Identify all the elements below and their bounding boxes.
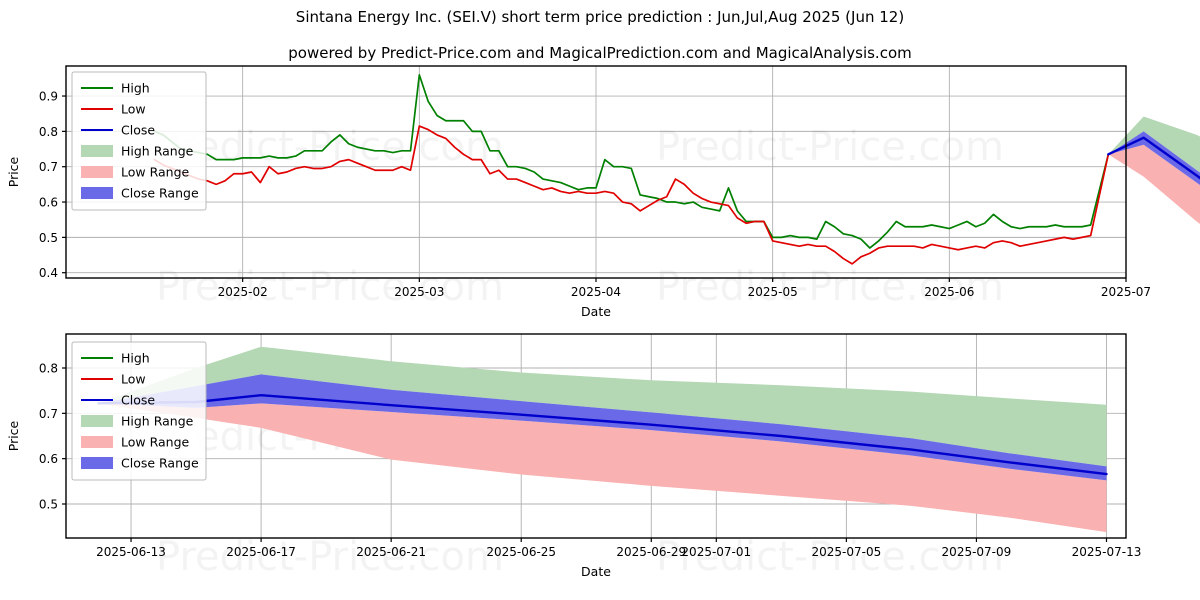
- watermark-text: Predict-Price.com: [656, 534, 1004, 580]
- x-axis-tick-label: 2025-06-13: [96, 545, 166, 559]
- legend-item-label: Close: [121, 393, 155, 408]
- close-line: [97, 393, 1108, 476]
- legend-swatch-band: [81, 457, 113, 469]
- detail-chart-svg: Predict-Price.comPredict-Price.comPredic…: [6, 333, 1142, 580]
- legend-item-label: High Range: [121, 414, 194, 429]
- legend-item-label: Close: [121, 123, 155, 138]
- detail-chart: Predict-Price.comPredict-Price.comPredic…: [0, 320, 1200, 600]
- legend-item-label: Low: [121, 372, 146, 387]
- x-axis-tick-label: 2025-07-01: [681, 545, 751, 559]
- y-axis-tick-label: 0.5: [39, 498, 58, 512]
- y-axis-tick-label: 0.6: [39, 196, 58, 210]
- legend-swatch-band: [81, 436, 113, 448]
- y-axis-tick-label: 0.8: [39, 362, 58, 376]
- watermark-text: Predict-Price.com: [656, 264, 1004, 310]
- y-axis-tick-label: 0.9: [39, 90, 58, 104]
- legend-swatch-band: [81, 166, 113, 178]
- x-axis-tick-label: 2025-05: [748, 285, 798, 299]
- legend-item-label: High Range: [121, 144, 194, 159]
- legend-swatch-band: [81, 145, 113, 157]
- chart-legend: High Low Close High Range Low Range Close Ran…: [71, 71, 207, 211]
- legend-item-label: Low: [121, 102, 146, 117]
- legend-item-label: High: [121, 351, 150, 366]
- x-axis-tick-label: 2025-06-29: [616, 545, 686, 559]
- page-title: Sintana Energy Inc. (SEI.V) short term p…: [295, 8, 905, 26]
- chart-legend: High Low Close High Range Low Range Close Ran…: [71, 341, 207, 481]
- watermark-text: Predict-Price.com: [156, 534, 504, 580]
- x-axis-label: Date: [581, 304, 611, 319]
- x-axis-tick-label: 2025-02: [218, 285, 268, 299]
- y-axis-label: Price: [6, 156, 21, 187]
- legend-item-label: Low Range: [121, 435, 190, 450]
- high-range-band: [1108, 116, 1200, 173]
- watermark-text: Predict-Price.com: [156, 264, 504, 310]
- legend-item-label: High: [121, 81, 150, 96]
- y-axis-tick-label: 0.4: [39, 266, 58, 280]
- legend-swatch-band: [81, 415, 113, 427]
- low-range-band: [98, 403, 1107, 533]
- y-axis-tick-label: 0.7: [39, 160, 58, 174]
- y-axis-tick-label: 0.7: [39, 407, 58, 421]
- x-axis-tick-label: 2025-06-25: [486, 545, 556, 559]
- x-axis-tick-label: 2025-06-17: [226, 545, 296, 559]
- x-axis-tick-label: 2025-04: [571, 285, 621, 299]
- x-axis-label: Date: [581, 564, 611, 579]
- x-axis-tick-label: 2025-07-09: [942, 545, 1012, 559]
- y-axis-label: Price: [6, 420, 21, 451]
- overview-chart-svg: Predict-Price.com Predict-Price.com Predic…: [6, 65, 1200, 319]
- legend-item-label: Close Range: [121, 186, 199, 201]
- x-axis-tick-label: 2025-07-13: [1072, 545, 1142, 559]
- x-axis-tick-label: 2025-06-21: [356, 545, 426, 559]
- x-axis-tick-label: 2025-06: [924, 285, 974, 299]
- y-axis-tick-label: 0.6: [39, 452, 58, 466]
- y-axis-tick-label: 0.8: [39, 125, 58, 139]
- high-range-band: [98, 346, 1107, 467]
- legend-item-label: Close Range: [121, 456, 199, 471]
- x-axis-tick-label: 2025-03: [394, 285, 444, 299]
- plot-border: [65, 333, 1127, 539]
- legend-swatch-band: [81, 187, 113, 199]
- high-line: [153, 73, 1110, 249]
- x-axis-tick-label: 2025-07: [1101, 285, 1151, 299]
- overview-chart: Predict-Price.com Predict-Price.com Predic…: [6, 65, 1200, 319]
- low-line: [153, 125, 1110, 265]
- page-subtitle: powered by Predict-Price.com and Magical…: [288, 44, 912, 62]
- watermark-text: Predict-Price.com: [656, 124, 1004, 170]
- y-axis-tick-label: 0.5: [39, 231, 58, 245]
- low-range-band: [1108, 144, 1200, 224]
- x-axis-tick-label: 2025-07-05: [811, 545, 881, 559]
- watermark-text: Predict-Price.com: [156, 124, 504, 170]
- legend-item-label: Low Range: [121, 165, 190, 180]
